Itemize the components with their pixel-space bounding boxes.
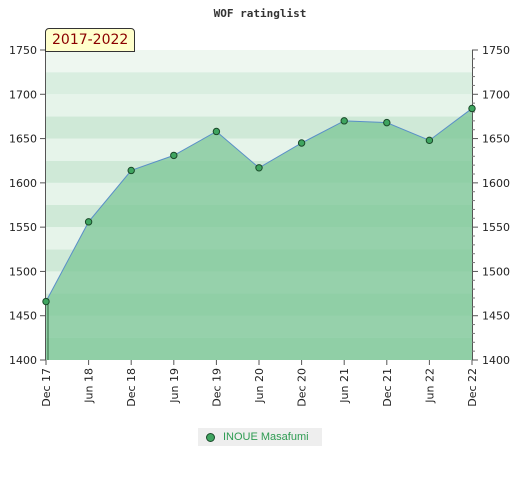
data-point — [170, 151, 178, 160]
x-tick-label: Dec 18 — [125, 368, 138, 407]
y-tick-label: 1700 — [9, 88, 37, 101]
data-point — [297, 139, 306, 147]
y-tick-label: 1600 — [482, 177, 510, 190]
y-axis-left: 1400 1450 1500 1550 1600 1650 1700 1750 — [9, 44, 46, 367]
y-tick-label: 1700 — [482, 88, 510, 101]
y-tick-label: 1550 — [482, 221, 510, 234]
x-tick-label: Jun 18 — [83, 368, 96, 404]
data-point — [127, 166, 135, 175]
y-tick-label: 1450 — [482, 310, 510, 323]
y-tick-label: 1550 — [9, 221, 37, 234]
y-tick-label: 1500 — [482, 265, 510, 278]
period-badge: 2017-2022 — [45, 28, 136, 52]
y-tick-label: 1400 — [9, 354, 37, 367]
data-point — [468, 104, 476, 113]
x-tick-label: Dec 22 — [466, 368, 479, 407]
data-point — [84, 218, 93, 226]
data-point — [425, 136, 434, 145]
y-tick-label: 1750 — [9, 44, 37, 57]
data-point — [383, 118, 391, 127]
data-point — [212, 127, 221, 136]
x-tick-label: Jun 20 — [253, 368, 266, 404]
background-band — [46, 72, 472, 95]
x-tick-label: Dec 20 — [296, 368, 309, 407]
x-tick-label: Dec 19 — [210, 368, 223, 407]
background-band — [46, 50, 472, 73]
y-tick-label: 1450 — [9, 310, 37, 323]
y-tick-label: 1650 — [482, 133, 510, 146]
data-point — [42, 297, 50, 306]
x-tick-label: Jun 22 — [423, 368, 436, 404]
background-band — [46, 94, 472, 117]
y-tick-label: 1600 — [9, 177, 37, 190]
y-tick-label: 1650 — [9, 133, 37, 146]
x-axis: Dec 17 Jun 18 Dec 18 Jun 19 Dec 19 Jun 20 Dec … — [40, 360, 479, 407]
legend-series-name: INOUE Masafumi — [223, 431, 309, 443]
legend-marker-icon — [206, 432, 215, 442]
data-point — [340, 117, 348, 125]
x-tick-label: Jun 21 — [338, 368, 351, 404]
chart-title: WOF ratinglist — [214, 7, 307, 20]
y-tick-label: 1750 — [482, 44, 510, 57]
x-tick-label: Dec 17 — [40, 368, 53, 407]
x-tick-label: Dec 21 — [381, 368, 394, 407]
data-point — [255, 164, 263, 172]
legend[interactable]: INOUE Masafumi — [198, 428, 322, 446]
y-axis-right: 1400 1450 1500 1550 1600 1650 1700 1750 — [472, 44, 510, 367]
area-fill — [46, 108, 472, 360]
x-tick-label: Jun 19 — [168, 368, 181, 404]
data-points — [42, 104, 476, 306]
y-tick-label: 1400 — [482, 354, 510, 367]
y-tick-label: 1500 — [9, 265, 37, 278]
